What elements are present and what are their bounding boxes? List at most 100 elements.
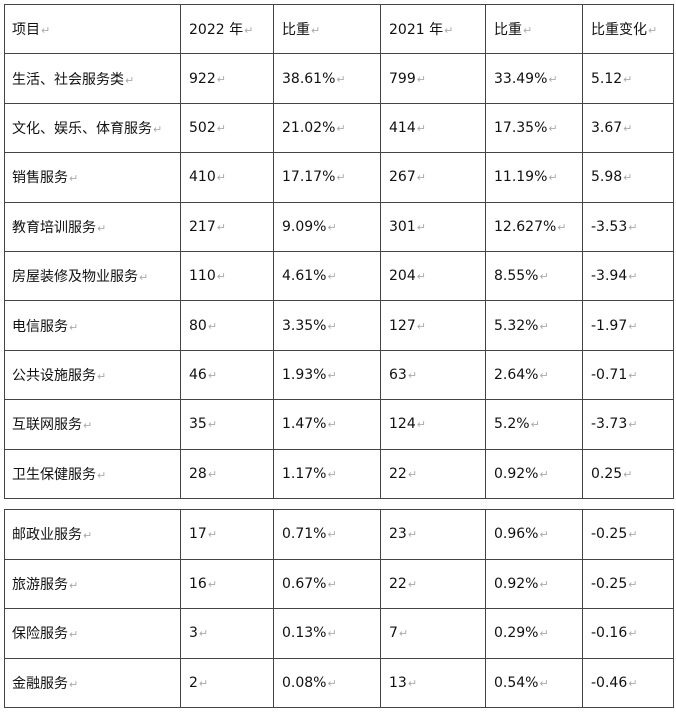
cell-share-2021: 5.32%	[485, 300, 583, 351]
cell-count-2021: 22	[380, 448, 486, 499]
cell-text: 2	[189, 675, 208, 691]
cell-share-2022: 17.17%	[273, 152, 381, 203]
cell-share-2021: 17.35%	[485, 102, 583, 154]
cell-count-2021: 124	[380, 399, 486, 450]
cell-item: 旅游服务	[4, 558, 181, 609]
table-row: 卫生保健服务 28 1.17% 22 0.92% 0.25	[4, 448, 674, 499]
cell-share-change: 比重变化	[582, 3, 674, 55]
cell-item: 公共设施服务	[4, 349, 181, 401]
cell-count-2021: 13	[380, 657, 486, 708]
cell-share-2022: 21.02%	[273, 102, 381, 154]
cell-text: -3.73	[591, 416, 637, 432]
cell-text: 比重	[494, 22, 532, 38]
cell-text: -3.94	[591, 268, 637, 284]
cell-text: 2.64%	[494, 367, 549, 383]
cell-text: 0.54%	[494, 675, 549, 691]
cell-share-2021: 0.92%	[485, 558, 583, 609]
cell-text: 0.92%	[494, 466, 549, 482]
table-row: 互联网服务 35 1.47% 124 5.2% -3.73	[4, 399, 674, 450]
cell-share-2022: 0.71%	[273, 509, 381, 560]
cell-share-2022: 0.67%	[273, 558, 381, 609]
cell-text: 410	[189, 169, 226, 185]
cell-share-change: 3.67	[582, 102, 674, 154]
service-stats-table: 项目 2022 年 比重 2021 年 比重 比重变化生活、社会服务类 922 38.61% 7…	[4, 3, 674, 499]
cell-text: 33.49%	[494, 71, 558, 87]
cell-text: -0.16	[591, 625, 637, 641]
cell-text: 4.61%	[282, 268, 337, 284]
cell-share-2022: 38.61%	[273, 53, 381, 104]
cell-text: 5.98	[591, 169, 632, 185]
cell-share-2021: 2.64%	[485, 349, 583, 401]
table-row: 房屋装修及物业服务 110 4.61% 204 8.55% -3.94	[4, 250, 674, 302]
cell-text: 217	[189, 219, 226, 235]
cell-share-2022: 1.47%	[273, 399, 381, 450]
cell-share-2022: 1.17%	[273, 448, 381, 499]
cell-share-change: -1.97	[582, 300, 674, 351]
cell-text: 保险服务	[12, 626, 78, 642]
cell-text: 22	[389, 466, 417, 482]
service-stats-table-continued: 邮政业服务170.71%230.96%-0.25旅游服务160.67%220.9…	[4, 509, 674, 708]
cell-share-change: -0.25	[582, 558, 674, 609]
cell-item: 项目	[4, 3, 181, 55]
cell-text: 8.55%	[494, 268, 549, 284]
cell-share-2022: 3.35%	[273, 300, 381, 351]
cell-share-change: -3.94	[582, 250, 674, 302]
cell-count-2022: 16	[180, 558, 274, 609]
cell-share-2022: 4.61%	[273, 250, 381, 302]
cell-text: 卫生保健服务	[12, 467, 106, 483]
cell-count-2021: 7	[380, 608, 486, 659]
cell-share-2021: 比重	[485, 3, 583, 55]
cell-text: 12.627%	[494, 219, 567, 235]
cell-text: 204	[389, 268, 426, 284]
cell-count-2022: 217	[180, 201, 274, 252]
cell-text: 邮政业服务	[12, 527, 92, 543]
table-row: 销售服务 410 17.17% 267 11.19% 5.98	[4, 152, 674, 203]
cell-text: 金融服务	[12, 676, 78, 692]
cell-text: 80	[189, 318, 217, 334]
cell-count-2022: 502	[180, 102, 274, 154]
cell-item: 销售服务	[4, 152, 181, 203]
cell-text: 502	[189, 120, 226, 136]
cell-text: 799	[389, 71, 426, 87]
cell-item: 文化、娱乐、体育服务	[4, 102, 181, 154]
cell-text: 比重变化	[591, 22, 657, 38]
cell-count-2021: 22	[380, 558, 486, 609]
cell-share-change: -0.46	[582, 657, 674, 708]
cell-text: 922	[189, 71, 226, 87]
cell-text: 28	[189, 466, 217, 482]
cell-count-2022: 35	[180, 399, 274, 450]
table-row: 保险服务 3 0.13% 7 0.29% -0.16	[4, 608, 674, 659]
cell-count-2021: 267	[380, 152, 486, 203]
cell-text: 9.09%	[282, 219, 337, 235]
cell-text: 5.2%	[494, 416, 540, 432]
cell-text: 23	[389, 526, 417, 542]
cell-share-change: 5.98	[582, 152, 674, 203]
cell-text: 比重	[282, 22, 320, 38]
cell-text: 124	[389, 416, 426, 432]
cell-text: 414	[389, 120, 426, 136]
cell-share-change: -0.25	[582, 509, 674, 560]
cell-text: 22	[389, 576, 417, 592]
cell-count-2021: 301	[380, 201, 486, 252]
cell-text: -3.53	[591, 219, 637, 235]
cell-count-2022: 922	[180, 53, 274, 104]
cell-text: -0.46	[591, 675, 637, 691]
cell-text: 5.12	[591, 71, 632, 87]
cell-item: 教育培训服务	[4, 201, 181, 252]
cell-share-2022: 比重	[273, 3, 381, 55]
cell-share-change: 0.25	[582, 448, 674, 499]
table-header-row: 项目 2022 年 比重 2021 年 比重 比重变化	[4, 3, 674, 55]
cell-count-2021: 127	[380, 300, 486, 351]
cell-share-2021: 0.92%	[485, 448, 583, 499]
table-row: 公共设施服务 46 1.93% 63 2.64% -0.71	[4, 349, 674, 401]
cell-text: 17	[189, 526, 217, 542]
table-row: 生活、社会服务类 922 38.61% 799 33.49% 5.12	[4, 53, 674, 104]
cell-text: -0.71	[591, 367, 637, 383]
cell-text: 110	[189, 268, 226, 284]
cell-count-2021: 204	[380, 250, 486, 302]
cell-text: 16	[189, 576, 217, 592]
cell-text: 房屋装修及物业服务	[12, 269, 148, 285]
cell-text: 0.92%	[494, 576, 549, 592]
table-row: 文化、娱乐、体育服务 502 21.02% 414 17.35% 3.67	[4, 102, 674, 154]
cell-count-2022: 3	[180, 608, 274, 659]
